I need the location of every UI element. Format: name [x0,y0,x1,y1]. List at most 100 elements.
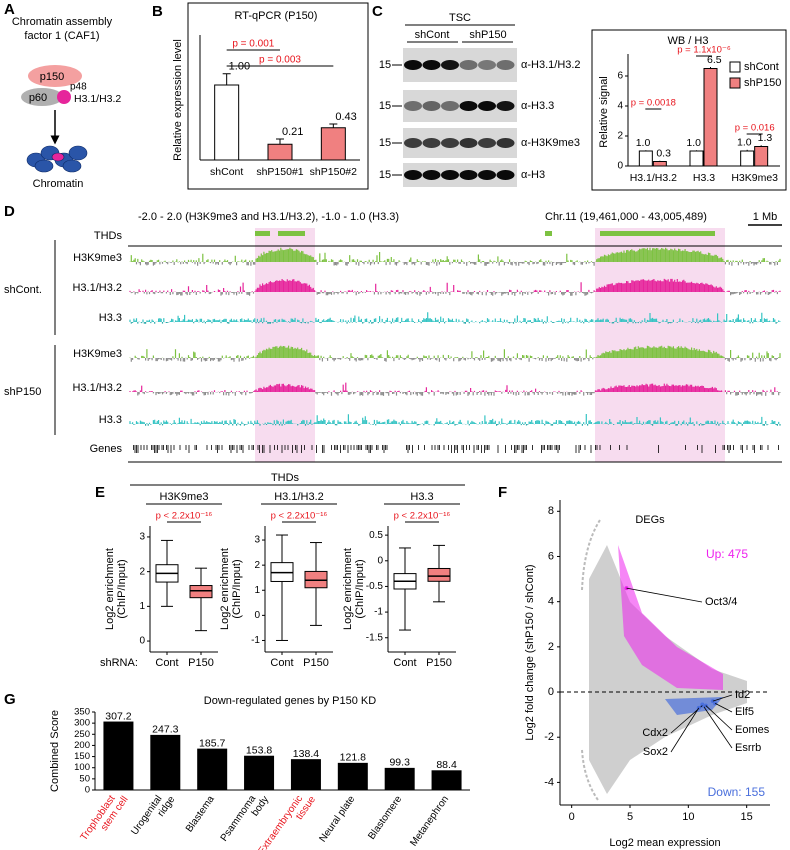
blot-group: shP150 [469,29,506,41]
group-label: shP150 [4,386,41,398]
value-label: 185.7 [199,737,225,749]
p60-label: p60 [29,92,47,104]
x-tick-label: 5 [627,811,633,823]
blot-band [441,101,459,111]
y-tick-label: 300 [74,718,90,729]
y-tick-label: 250 [74,729,90,740]
chart-title: DEGs [635,514,665,526]
chart-title: WB / H3 [668,35,709,47]
leader-line [670,707,700,753]
signal-track [129,278,781,292]
gene-label: Id2 [735,689,750,701]
bar [244,755,275,790]
value-label: 121.8 [340,752,366,764]
shrna-label: shRNA: [100,657,138,669]
bar [703,68,718,167]
x-tick-label: 15 [741,811,753,823]
x-tick-label: Urogenital ridge [129,787,177,843]
low-count-arc [581,519,601,591]
blot-band [422,60,441,70]
track-label: THDs [94,230,123,242]
x-tick-label: 0 [569,811,575,823]
blot-band [459,138,478,148]
p48-label: p48 [70,82,87,93]
bar [337,762,368,790]
panel-letter: F [498,484,507,501]
y-tick-label: 3 [139,532,145,543]
bar [197,748,228,790]
legend-label: shCont [744,61,779,73]
panel-letter: G [4,691,16,708]
scale-note: -2.0 - 2.0 (H3K9me3 and H3.1/H3.2), -1.0… [138,211,399,223]
blot-band [496,138,515,148]
y-tick-label: 2 [254,560,260,571]
bar [290,759,321,790]
blot-band [422,170,441,180]
y-axis-label: (ChIP/Input) [354,559,366,618]
value-label: 1.3 [758,132,773,144]
gene-label: Oct3/4 [705,596,737,608]
x-tick-label: Metanephron [408,794,451,849]
antibody-label: α-H3.1/H3.2 [521,59,581,71]
value-label: 1.00 [229,61,250,73]
y-axis-label: Log2 fold change (shP150 / shCont) [524,564,536,740]
y-tick-label: 8 [548,505,554,517]
blot-band [478,101,496,111]
leader-line [714,702,733,713]
up-count: Up: 475 [706,547,748,561]
y-tick-label: 200 [74,740,90,751]
bar [652,161,667,167]
bar [431,770,462,790]
y-tick-label: -4 [544,776,554,788]
blot-band [404,60,422,70]
blot-band [496,60,515,70]
thd-segment [278,231,305,236]
box [427,567,451,582]
bar [320,127,346,161]
y-tick-label: 2 [548,641,554,653]
y-tick-label: 0 [85,785,90,796]
value-label: 0.21 [282,126,303,138]
x-tick-label: Blastema [184,794,217,835]
blot-band [478,170,496,180]
value-label: 0.3 [656,148,671,160]
y-tick-label: 0 [377,555,383,566]
x-tick-label: Neural plate [317,794,357,845]
x-tick-label: Blastomere [366,794,404,842]
value-label: 153.8 [246,745,272,757]
panel-letter: E [95,484,105,501]
y-tick-label: 2 [617,131,623,142]
p-value: p = 0.0018 [631,98,676,109]
panel-letter: C [372,3,383,20]
bar [150,734,181,790]
y-tick-label: 350 [74,707,90,718]
box [189,585,213,599]
y-tick-label: 0 [139,636,145,647]
chromatin-label: Chromatin [33,178,84,190]
p-value: p < 2.2x10⁻¹⁶ [156,511,213,522]
down-area [665,697,723,715]
y-tick-label: -2 [544,731,554,743]
y-tick-label: 4 [617,101,623,112]
bar [689,150,704,167]
p-value: p < 2.2x10⁻¹⁶ [394,511,451,522]
blot-band [441,170,459,180]
gene-label: Eomes [735,724,770,736]
x-tick-label: shCont [210,166,243,178]
value-label: 1.0 [636,137,651,149]
signal-track [130,358,778,362]
x-tick-label: Cont [270,657,293,669]
y-tick-label: 0 [617,161,623,172]
panel-frame [187,2,369,190]
x-tick-label: H3.3 [693,172,715,184]
p-value: p = 0.003 [259,55,301,66]
blot-band [422,101,441,111]
y-tick-label: 50 [79,773,90,784]
blot-band [478,60,496,70]
region-label: Chr.11 (19,461,000 - 43,005,489) [545,211,707,223]
p48-shape [57,90,71,104]
blot-band [404,138,422,148]
y-tick-label: -1.5 [366,632,384,643]
panel-letter: A [4,1,15,18]
